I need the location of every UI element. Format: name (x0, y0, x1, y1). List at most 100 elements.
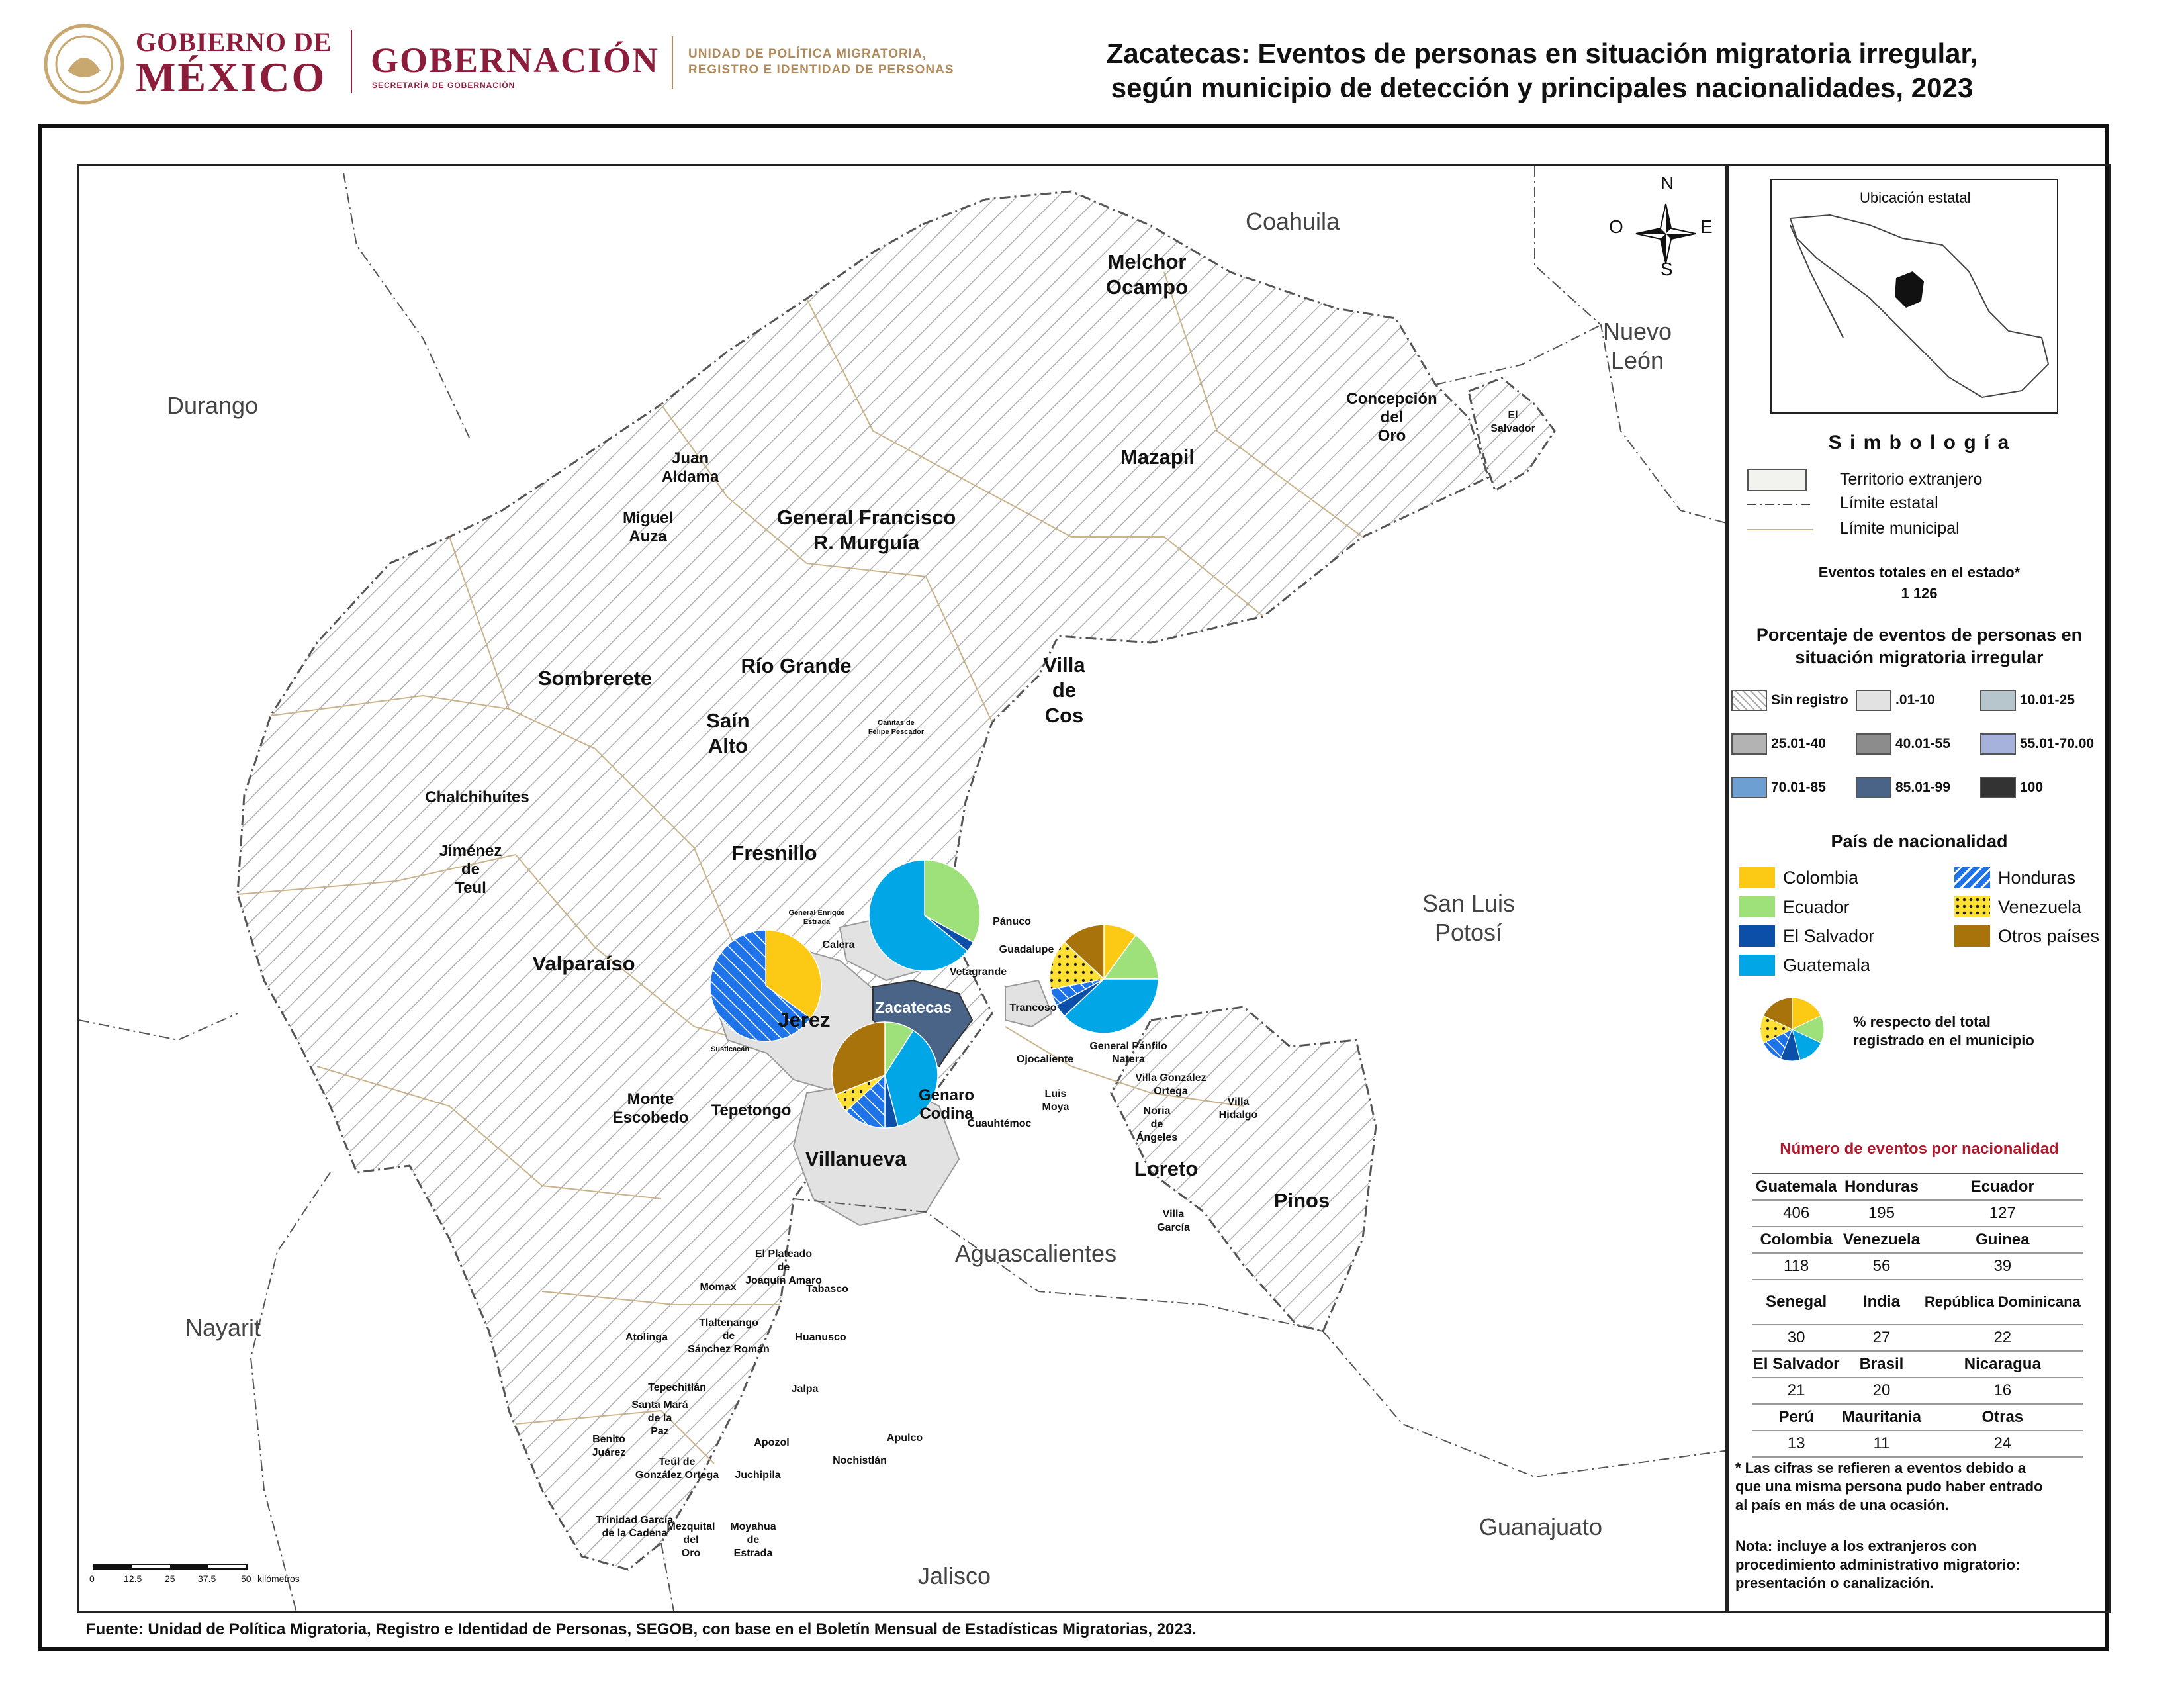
events-country: Guinea (1922, 1226, 2083, 1254)
pct-swatch-4 (1856, 733, 1891, 755)
state-limits (79, 166, 1725, 1611)
mun-luis-moya: Luis Moya (1042, 1088, 1069, 1113)
map-panel: N S E O 0 12.5 25 37.5 50 kilómetros Coa… (77, 164, 1727, 1613)
events-count: 195 (1841, 1200, 1923, 1227)
mun-tepetongo: Tepetongo (711, 1102, 792, 1119)
scale-bar (93, 1564, 248, 1570)
events-country: Otras (1922, 1403, 2083, 1431)
events-count: 30 (1752, 1325, 1841, 1352)
scale-unit: kilómetros (257, 1573, 300, 1584)
nat-swatch-guatemala (1739, 955, 1775, 976)
mun-loreto: Loreto (1134, 1157, 1199, 1180)
nat-swatch-el-salvador (1739, 925, 1775, 947)
mun-trancoso: Trancoso (1009, 1002, 1057, 1013)
mun-el-plateado: El Plateado de Joaquín Amaro (745, 1248, 822, 1286)
zacatecas-state-shape (236, 190, 1490, 1571)
nat-swatch-venezuela (1954, 896, 1990, 917)
pct-swatch-1 (1856, 690, 1891, 711)
mun-momax: Momax (700, 1282, 737, 1293)
nat-label-colombia: Colombia (1783, 868, 1859, 888)
pie-slice-guatemala (884, 1029, 938, 1127)
events-country: Perú (1752, 1403, 1841, 1431)
inset-map (1770, 179, 2058, 414)
mun-zacatecas: Zacatecas (874, 999, 952, 1017)
pinos-shape (1110, 1006, 1377, 1333)
events-value-row: 118 56 39 (1752, 1253, 2083, 1280)
nat-label-ecuador: Ecuador (1783, 897, 1850, 917)
events-count: 24 (1922, 1430, 2083, 1458)
pct-label-4: 40.01-55 (1895, 736, 1950, 751)
events-count: 406 (1752, 1200, 1841, 1227)
events-country: Venezuela (1841, 1226, 1923, 1254)
events-country: Brasil (1841, 1350, 1923, 1378)
mun-villa-hidalgo: Villa Hidalgo (1218, 1096, 1258, 1121)
legend-total-label: Eventos totales en el estado* (1818, 564, 2021, 581)
pct-swatch-3 (1731, 733, 1767, 755)
events-value-row: 21 20 16 (1752, 1378, 2083, 1405)
events-header-row: Perú Mauritania Otras (1752, 1403, 2083, 1431)
logo-gobierno-line2: MÉXICO (136, 54, 327, 101)
events-count: 16 (1922, 1378, 2083, 1405)
mun-mezquital-del-oro: Mezquital del Oro (666, 1521, 715, 1559)
mun-sain-alto: Saín Alto (706, 709, 750, 757)
legend-total-value: 1 126 (1901, 585, 1938, 602)
mun-miguel-auza: Miguel Auza (623, 509, 673, 545)
legend-pie-slice-otros-países (1762, 997, 1793, 1030)
mun-susticacan: Susticacán (710, 1045, 750, 1053)
compass-o: O (1609, 216, 1623, 237)
state-nayarit: Nayarit (185, 1314, 261, 1341)
el-salvador-shape (1467, 377, 1556, 492)
mun-tepechitlan: Tepechitlán (648, 1382, 706, 1393)
events-header-row: Colombia Venezuela Guinea (1752, 1226, 2083, 1254)
mun-fresnillo: Fresnillo (731, 841, 817, 865)
pct-label-5: 55.01-70.00 (2020, 736, 2095, 751)
compass-n: N (1661, 173, 1674, 193)
events-country: Honduras (1841, 1173, 1923, 1201)
legend-pie-note: % respecto del total registrado en el mu… (1853, 1013, 2034, 1049)
trancoso-shape (1005, 979, 1053, 1028)
pct-swatch-8 (1980, 777, 2016, 798)
nat-swatch-colombia (1739, 867, 1775, 888)
state-san-luis-potosi: San Luis Potosí (1422, 890, 1516, 946)
pie-slice-guatemala (868, 859, 968, 972)
mun-vetagrande: Vetagrande (949, 966, 1007, 978)
map-svg (79, 166, 1725, 1611)
scale-tick-2: 25 (165, 1573, 175, 1584)
scale-tick-1: 12.5 (124, 1573, 142, 1584)
pct-swatch-2 (1980, 690, 2016, 711)
events-count: 39 (1922, 1253, 2083, 1280)
compass-e: E (1700, 216, 1713, 237)
events-count: 27 (1841, 1325, 1923, 1352)
pct-label-8: 100 (2020, 780, 2044, 795)
events-country: Colombia (1752, 1226, 1841, 1254)
pie-slice-honduras (709, 929, 812, 1042)
zacatecas-locator (1895, 271, 1924, 308)
nat-swatch-honduras (1954, 867, 1990, 888)
note-1: * Las cifras se refieren a eventos debid… (1735, 1460, 2043, 1513)
coat-of-arms-icon (44, 24, 124, 105)
legend-foreign-label: Territorio extranjero (1840, 470, 1983, 489)
mun-melchor-ocampo: Melchor Ocampo (1105, 250, 1189, 299)
pct-label-7: 85.01-99 (1895, 780, 1950, 795)
pie-slice-venezuela (1049, 941, 1105, 990)
mun-nochistlan: Nochistlán (833, 1455, 887, 1466)
mun-juan-aldama: Juan Aldama (661, 449, 719, 486)
events-count: 56 (1841, 1253, 1923, 1280)
logo-gobernacion: GOBERNACIÓN (371, 40, 660, 80)
state-guanajuato: Guanajuato (1479, 1513, 1603, 1540)
legend-foreign-swatch (1747, 469, 1807, 491)
mun-villa-de-cos: Villa de Cos (1043, 653, 1085, 727)
pct-swatch-0 (1731, 690, 1767, 711)
pie-slice-guatemala (1064, 978, 1159, 1034)
events-country: Mauritania (1841, 1403, 1923, 1431)
events-header-row: Senegal India República Dominicana (1752, 1279, 2083, 1325)
logo-unidad: UNIDAD DE POLÍTICA MIGRATORIA, REGISTRO … (688, 46, 954, 78)
legend-state-limit-line (1747, 504, 1813, 505)
mun-gral-francisco-murguia: General Francisco R. Murguía (776, 506, 956, 554)
nat-label-honduras: Honduras (1998, 868, 2076, 888)
pct-swatch-6 (1731, 777, 1767, 798)
pie-slice-honduras (845, 1074, 886, 1129)
events-value-row: 406 195 127 (1752, 1200, 2083, 1227)
pct-swatch-5 (1980, 733, 2016, 755)
legend-sample-pie (1760, 997, 1825, 1062)
